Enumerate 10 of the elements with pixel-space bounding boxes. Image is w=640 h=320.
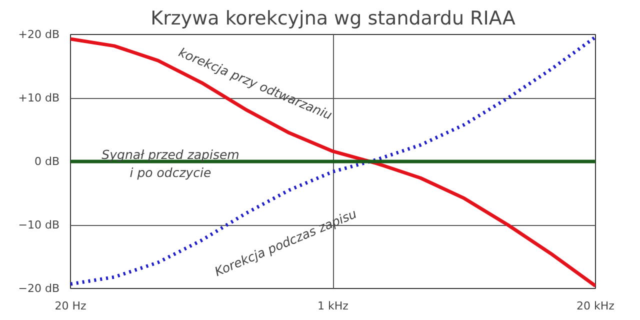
x-tick-label: 20 kHz — [576, 300, 615, 312]
y-tick-label: 0 dB — [34, 155, 60, 168]
x-tick-label: 1 kHz — [318, 300, 349, 312]
y-tick-label: −20 dB — [18, 282, 60, 295]
x-tick-label: 20 Hz — [54, 300, 86, 312]
y-tick-label: −10 dB — [18, 218, 60, 232]
y-tick-label: +20 dB — [18, 28, 60, 41]
y-tick-label: +10 dB — [18, 92, 60, 104]
annotation: Sygnał przed zapisem i po odczycie — [102, 147, 240, 180]
chart-title: Krzywa korekcyjna wg standardu RIAA — [150, 8, 516, 30]
